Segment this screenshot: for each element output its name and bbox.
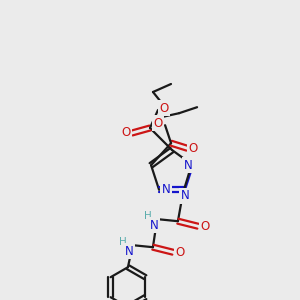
Text: O: O <box>122 127 130 140</box>
Text: O: O <box>159 101 169 115</box>
Text: H: H <box>119 237 127 247</box>
Text: N: N <box>181 189 189 202</box>
Text: N: N <box>184 159 192 172</box>
Text: N: N <box>149 219 158 232</box>
Text: O: O <box>154 117 163 130</box>
Text: O: O <box>175 246 184 259</box>
Text: H: H <box>144 211 152 221</box>
Text: O: O <box>200 220 209 233</box>
Text: N: N <box>124 245 133 258</box>
Text: O: O <box>188 142 198 155</box>
Text: N: N <box>162 183 170 196</box>
